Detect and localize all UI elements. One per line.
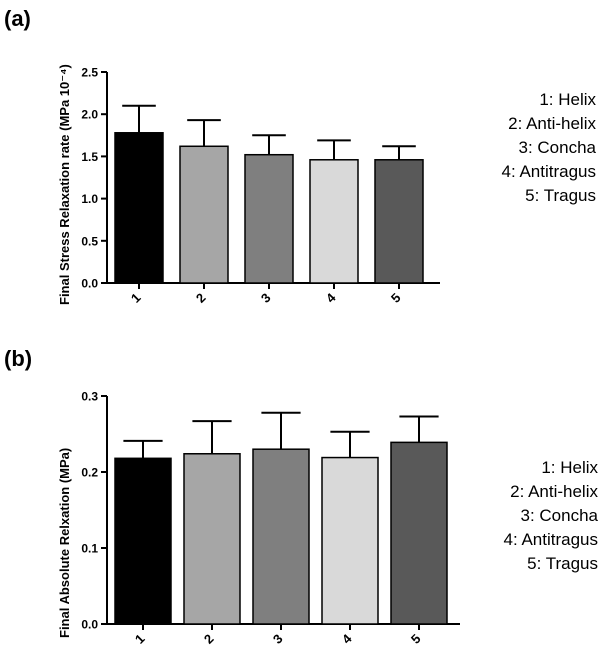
bar-1 — [114, 457, 172, 625]
legend-entry: 2: Anti-helix — [508, 114, 596, 133]
bar-4 — [321, 456, 379, 625]
bar-3 — [252, 448, 310, 625]
x-tick-label: 1 — [128, 290, 144, 306]
legend-entry: 4: Antitragus — [501, 162, 596, 181]
y-tick-label: 1.5 — [81, 150, 98, 164]
x-tick-label: 2 — [193, 290, 209, 306]
y-tick-label: 0.0 — [81, 277, 98, 291]
bar-4 — [309, 159, 359, 284]
legend-entry: 3: Concha — [520, 506, 599, 525]
x-tick-label: 5 — [408, 631, 424, 647]
x-tick-label: 3 — [270, 631, 286, 647]
legend-a: 1: Helix 2: Anti-helix 3: Concha 4: Anti… — [468, 88, 596, 208]
x-tick-label: 2 — [201, 631, 217, 647]
legend-entry: 5: Tragus — [525, 186, 596, 205]
bar-5 — [374, 159, 424, 284]
bar-3 — [244, 153, 294, 284]
panel-label-a: (a) — [4, 6, 31, 31]
bar-1 — [114, 132, 164, 284]
bar-5 — [390, 441, 448, 625]
x-tick-label: 1 — [132, 631, 148, 647]
legend-entry: 1: Helix — [539, 90, 596, 109]
y-tick-label: 0.0 — [81, 618, 98, 632]
y-tick-label: 0.3 — [81, 390, 98, 404]
y-tick-label: 0.2 — [81, 466, 98, 480]
y-tick-label: 0.1 — [81, 542, 98, 556]
legend-entry: 3: Concha — [518, 138, 597, 157]
x-tick-label: 3 — [258, 290, 274, 306]
legend-b: 1: Helix 2: Anti-helix 3: Concha 4: Anti… — [464, 456, 598, 576]
bar-2 — [179, 145, 229, 284]
bar-2 — [183, 453, 241, 625]
y-tick-label: 2.5 — [81, 66, 98, 80]
y-tick-label: 0.5 — [81, 234, 98, 248]
x-tick-label: 5 — [388, 290, 404, 306]
y-tick-label: 1.0 — [81, 192, 98, 206]
y-tick-label: 2.0 — [81, 108, 98, 122]
legend-entry: 5: Tragus — [527, 554, 598, 573]
legend-entry: 2: Anti-helix — [510, 482, 598, 501]
legend-entry: 4: Antitragus — [503, 530, 598, 549]
x-tick-label: 4 — [323, 289, 339, 305]
x-tick-label: 4 — [339, 630, 355, 646]
panel-label-b: (b) — [4, 346, 33, 371]
legend-entry: 1: Helix — [541, 458, 598, 477]
